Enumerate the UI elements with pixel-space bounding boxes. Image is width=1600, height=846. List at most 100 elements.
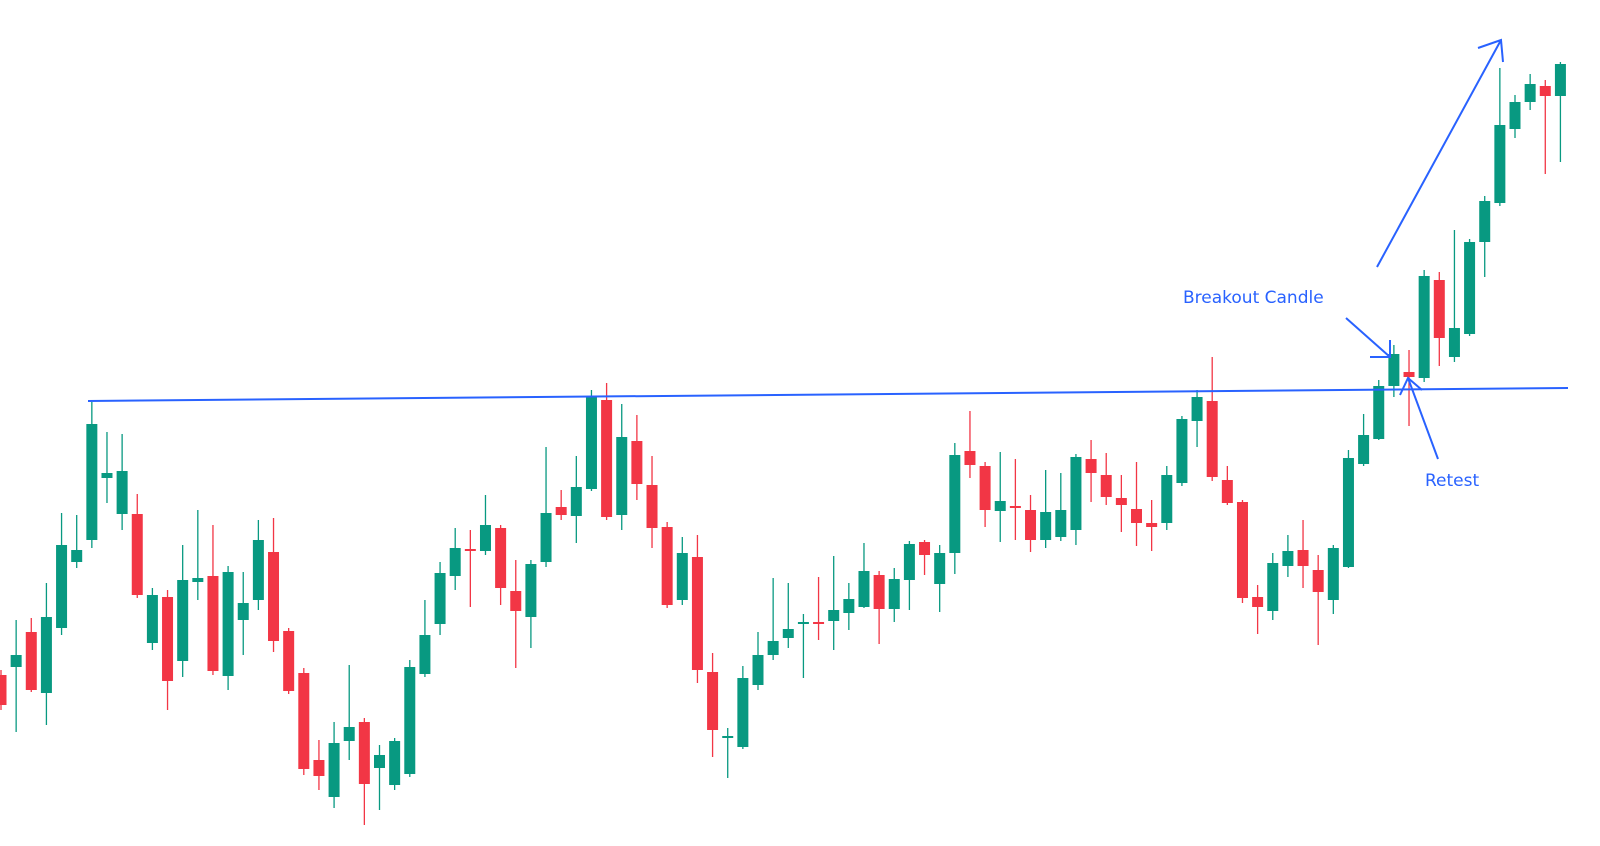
candle-body: [858, 571, 870, 607]
candle-body: [252, 540, 264, 600]
candle-body: [1267, 563, 1279, 611]
candle-body: [479, 525, 491, 551]
candle-body: [86, 424, 98, 540]
candle-body: [1312, 570, 1324, 592]
candle-body: [525, 564, 537, 617]
candle-body: [510, 591, 522, 611]
candle-body: [570, 487, 582, 516]
candle-body: [585, 396, 597, 489]
candle-body: [298, 673, 310, 769]
candle-body: [419, 635, 431, 674]
candle-body: [661, 527, 673, 605]
candle-body: [1448, 328, 1460, 357]
trend-arrow: [1376, 38, 1504, 268]
candle-body: [495, 528, 507, 588]
candle-body: [131, 514, 143, 595]
candle-body: [1221, 480, 1233, 503]
candle-body: [0, 675, 7, 705]
candle-body: [691, 557, 703, 670]
candle-body: [903, 544, 915, 580]
candle-body: [177, 580, 189, 661]
candle-body: [10, 655, 22, 667]
candle-body: [192, 578, 204, 582]
candle-body: [1464, 242, 1476, 334]
candle-body: [56, 545, 68, 628]
candle-body: [1539, 86, 1551, 96]
candle-body: [1055, 510, 1067, 537]
candle-body: [737, 678, 749, 747]
candle-body: [464, 549, 476, 551]
retest-arrow: [1399, 376, 1439, 460]
resistance-line: [87, 387, 1569, 402]
candle-body: [237, 603, 249, 620]
candle-body: [873, 575, 885, 609]
candle-body: [555, 507, 567, 515]
candle-body: [843, 599, 855, 613]
arrows: [1345, 38, 1504, 460]
candle-body: [722, 736, 734, 738]
candles: [0, 62, 1566, 825]
candle-body: [1494, 125, 1506, 203]
breakout-arrow: [1345, 317, 1391, 358]
candle-body: [71, 550, 83, 562]
candle-body: [1040, 512, 1052, 540]
candle-body: [1509, 102, 1521, 129]
candle-body: [949, 455, 961, 553]
candle-body: [328, 743, 340, 797]
candle-body: [631, 441, 643, 484]
candle-body: [1070, 457, 1082, 530]
candle-body: [540, 513, 552, 562]
candle-body: [601, 400, 613, 517]
candle-body: [646, 485, 658, 528]
candle-body: [1009, 506, 1021, 508]
candle-body: [1252, 597, 1264, 607]
candle-body: [434, 573, 446, 624]
candle-body: [782, 629, 794, 638]
breakout-label: Breakout Candle: [1183, 288, 1324, 308]
candle-body: [797, 622, 809, 624]
candle-body: [707, 672, 719, 730]
candle-body: [1554, 64, 1566, 96]
candle-body: [207, 576, 219, 671]
candle-body: [404, 667, 416, 774]
candle-body: [1085, 459, 1097, 473]
candle-body: [1025, 510, 1037, 540]
candle-body: [313, 760, 325, 776]
candle-body: [1206, 401, 1218, 477]
candle-body: [1358, 435, 1370, 464]
candle-body: [828, 610, 840, 621]
candle-body: [1131, 509, 1142, 523]
candle-body: [1403, 372, 1415, 377]
candle-body: [389, 741, 401, 785]
candle-body: [752, 655, 764, 685]
candle-body: [1100, 475, 1112, 497]
candle-body: [358, 722, 370, 784]
candle-body: [101, 473, 113, 478]
candle-body: [25, 632, 37, 690]
candle-body: [343, 727, 355, 741]
candle-body: [268, 552, 280, 641]
candle-body: [964, 451, 976, 465]
candle-body: [1297, 550, 1309, 566]
candle-body: [994, 501, 1006, 511]
candle-body: [374, 755, 385, 768]
candle-body: [1236, 502, 1248, 598]
candle-body: [1282, 551, 1294, 566]
candle-body: [1191, 397, 1203, 421]
candle-body: [1327, 548, 1339, 600]
candle-body: [676, 553, 688, 600]
candle-body: [116, 471, 128, 514]
candle-body: [449, 548, 461, 576]
candle-body: [283, 631, 295, 691]
candle-body: [1388, 354, 1400, 386]
candle-body: [1342, 458, 1354, 567]
candle-body: [146, 595, 158, 643]
candle-body: [934, 553, 946, 584]
candle-body: [813, 622, 825, 624]
candle-body: [1161, 475, 1173, 523]
retest-label: Retest: [1425, 471, 1479, 491]
candle-body: [162, 597, 174, 681]
candle-body: [1373, 386, 1385, 439]
